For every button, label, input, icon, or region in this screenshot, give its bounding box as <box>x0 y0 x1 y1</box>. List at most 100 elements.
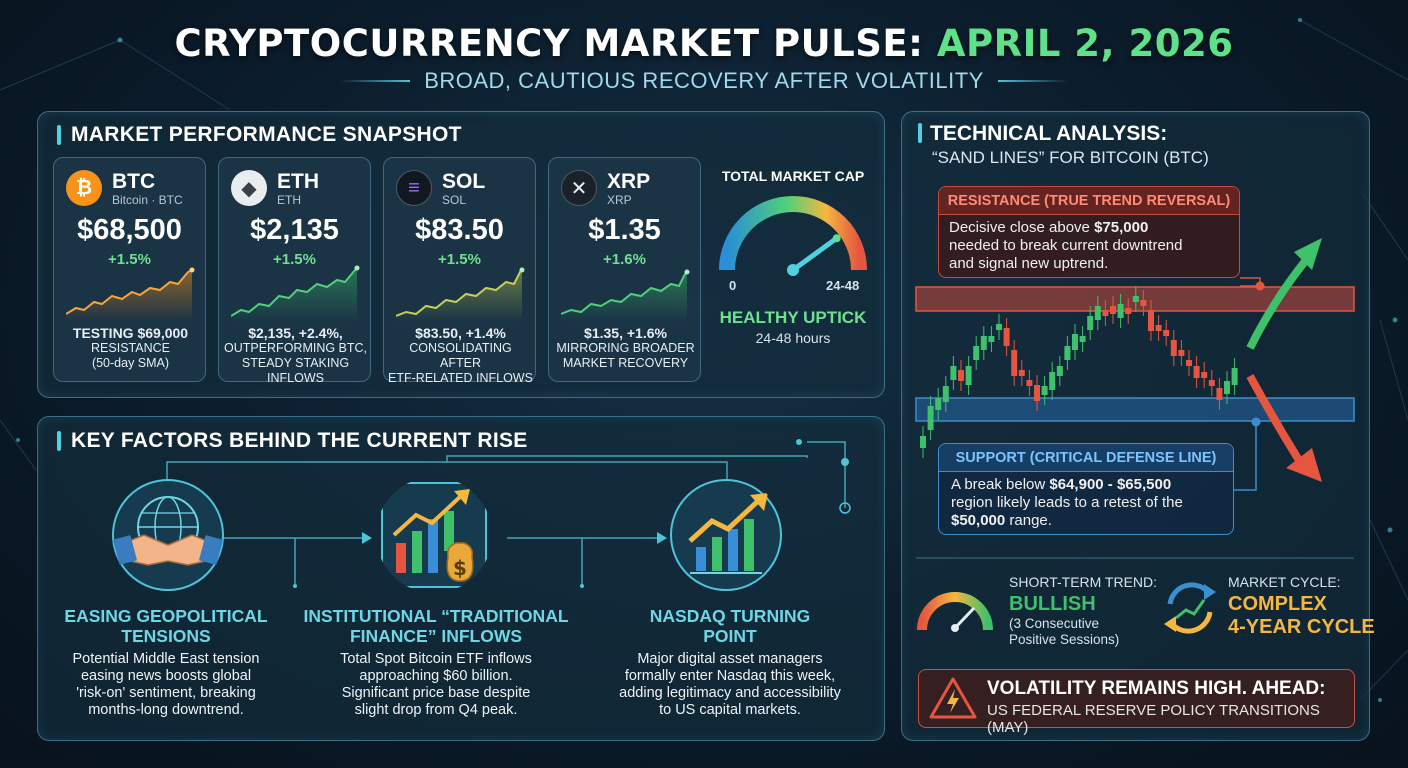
candle <box>973 346 980 360</box>
support-text: A break below $64,900 - $65,500 region li… <box>951 476 1183 529</box>
market-cap-gauge <box>719 196 867 276</box>
candle <box>1117 304 1124 318</box>
candle <box>1041 386 1048 395</box>
market-cap-status: HEALTHY UPTICK <box>719 308 867 327</box>
coin-note: $1.35, +1.6% MIRRORING BROADER MARKET RECO… <box>556 325 695 371</box>
subtitle-row: BROAD, CAUTIOUS RECOVERY AFTER VOLATILIT… <box>0 68 1408 94</box>
candle <box>988 336 995 342</box>
candle <box>950 366 957 380</box>
candle <box>1110 306 1116 314</box>
bitcoin-icon: ₿ <box>66 170 102 206</box>
gauge-min-label: 0 <box>729 278 737 293</box>
factor-text-nasdaq: Major digital asset managers formally ent… <box>619 651 841 718</box>
factor-title-geopolitical: EASING GEOPOLITICAL TENSIONS <box>64 606 268 646</box>
candle <box>1186 360 1192 366</box>
candle <box>1163 330 1170 336</box>
factor-title-nasdaq: NASDAQ TURNING POINT <box>649 606 811 646</box>
sparkline-chart <box>561 269 690 322</box>
candle <box>1056 366 1063 376</box>
ethereum-icon: ◆ <box>231 170 267 206</box>
technical-subtitle: “SAND LINES” FOR BITCOIN (BTC) <box>932 148 1209 167</box>
coin-card-sol[interactable]: ≡ SOL SOL $83.50 +1.5% $83.50, +1.4% CONS… <box>383 157 536 385</box>
coin-card-xrp[interactable]: ✕ XRP XRP $1.35 +1.6% $1.35, +1.6% MIRROR… <box>548 157 701 382</box>
candle <box>1094 306 1101 320</box>
factor-text-geopolitical: Potential Middle East tension easing news… <box>72 651 260 718</box>
coin-change: +1.5% <box>108 251 151 268</box>
coin-price: $83.50 <box>415 214 504 246</box>
gauge-max-label: 24-48 <box>826 278 860 293</box>
candle <box>1034 385 1040 401</box>
gauge-needle <box>787 234 841 276</box>
support-band <box>915 397 1355 422</box>
xrp-icon: ✕ <box>561 170 597 206</box>
candle <box>1079 336 1086 342</box>
candle <box>1155 325 1162 331</box>
coin-price: $68,500 <box>77 214 182 246</box>
volatility-warning: VOLATILITY REMAINS HIGH. AHEAD: US FEDER… <box>918 669 1355 736</box>
coin-symbol: ETH <box>277 170 319 193</box>
candle <box>1178 350 1185 356</box>
svg-text:$: $ <box>453 556 467 580</box>
candle <box>1049 372 1056 390</box>
coin-note: TESTING $69,000 RESISTANCE (50-day SMA) <box>72 325 189 371</box>
candle <box>1224 381 1230 394</box>
coin-price: $2,135 <box>250 214 339 246</box>
short-term-note: (3 Consecutive Positive Sessions) <box>1009 616 1120 647</box>
market-cycle-label: MARKET CYCLE: <box>1228 574 1341 590</box>
trend-gauge-icon <box>917 592 993 632</box>
coin-card-btc[interactable]: ₿ BTC Bitcoin · BTC $68,500 +1.5% TESTIN… <box>53 157 206 382</box>
candle <box>1064 346 1071 360</box>
divider <box>997 80 1068 82</box>
coin-note: $83.50, +1.4% CONSOLIDATING AFTER ETF-RELA… <box>388 325 533 386</box>
sparkline-chart <box>231 265 360 322</box>
rising-chart-icon <box>670 479 782 591</box>
candle <box>1003 328 1010 346</box>
factor-title-institutional: INSTITUTIONAL “TRADITIONAL FINANCE” INFLO… <box>303 606 569 646</box>
money-bag-chart-icon: $ <box>381 482 487 588</box>
handshake-globe-icon <box>112 479 224 591</box>
bullish-arrow <box>1246 257 1310 350</box>
candle <box>1072 334 1078 350</box>
candle <box>1018 370 1025 376</box>
coin-card-eth[interactable]: ◆ ETH ETH $2,135 +1.5% $2,135, +2.4%, OUT… <box>218 157 371 385</box>
snapshot-title: MARKET PERFORMANCE SNAPSHOT <box>57 123 462 147</box>
candle <box>1208 380 1215 386</box>
coin-symbol: XRP <box>607 170 651 193</box>
candle <box>1125 308 1132 314</box>
coin-change: +1.6% <box>603 251 646 268</box>
candle <box>1148 310 1154 331</box>
candles <box>920 286 1238 458</box>
coin-price: $1.35 <box>588 214 661 246</box>
candle <box>927 406 934 430</box>
candle <box>958 370 964 381</box>
sparkline-chart <box>66 267 195 322</box>
support-callout: SUPPORT (CRITICAL DEFENSE LINE) A break … <box>938 443 1234 535</box>
candle <box>1193 366 1200 378</box>
market-cap-title: TOTAL MARKET CAP <box>721 168 865 184</box>
coin-name: XRP <box>607 193 632 207</box>
candle <box>935 398 942 410</box>
candle <box>1216 388 1223 400</box>
resistance-text: Decisive close above $75,000 needed to br… <box>949 219 1183 272</box>
coin-symbol: BTC <box>112 170 156 193</box>
divider <box>340 80 411 82</box>
candle <box>980 336 987 350</box>
coin-name: SOL <box>442 193 467 207</box>
candle <box>1231 368 1238 385</box>
coin-change: +1.5% <box>273 251 316 268</box>
warning-header: VOLATILITY REMAINS HIGH. AHEAD: <box>987 678 1326 699</box>
candle <box>1132 296 1139 302</box>
warning-icon <box>929 677 977 719</box>
factor-text-institutional: Total Spot Bitcoin ETF inflows approachin… <box>340 651 532 718</box>
candle <box>996 324 1002 330</box>
solana-icon: ≡ <box>396 170 432 206</box>
coin-symbol: SOL <box>442 170 486 193</box>
factors-title: KEY FACTORS BEHIND THE CURRENT RISE <box>57 429 528 453</box>
market-cycle-value: COMPLEX 4-YEAR CYCLE <box>1228 593 1375 638</box>
candle <box>1102 310 1109 316</box>
resistance-callout: RESISTANCE (TRUE TREND REVERSAL) Decisiv… <box>938 186 1240 278</box>
market-cap-hours: 24-48 hours <box>755 330 831 346</box>
cycle-arrows-icon <box>1164 582 1216 634</box>
coin-note: $2,135, +2.4%, OUTPERFORMING BTC, STEADY S… <box>223 325 368 386</box>
